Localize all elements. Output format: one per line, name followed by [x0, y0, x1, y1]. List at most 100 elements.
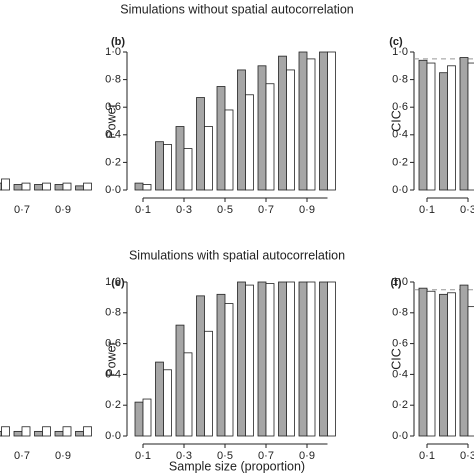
y-tick-label: 1·0: [392, 46, 408, 58]
bar: [21, 182, 31, 191]
x-tick-label: 0·9: [299, 204, 315, 216]
x-tick-label: 0·9: [55, 450, 71, 462]
bar: [134, 401, 144, 437]
bar: [183, 352, 193, 437]
y-tick-label: 0·0: [392, 430, 408, 442]
bar: [83, 182, 92, 191]
bar: [75, 185, 84, 191]
bar: [62, 182, 72, 191]
bar: [155, 361, 164, 437]
bar: [319, 281, 328, 437]
y-tick-label: 0·2: [105, 156, 121, 168]
bar: [224, 303, 234, 437]
bar: [54, 430, 64, 437]
bar: [439, 293, 448, 437]
x-tick-label: 0·1: [419, 204, 435, 216]
bar: [204, 126, 213, 191]
bar: [42, 182, 51, 191]
y-tick-label: 1·0: [105, 276, 121, 288]
bar: [459, 284, 469, 437]
y-tick-label: 0·2: [105, 399, 121, 411]
bar: [83, 426, 92, 437]
bar: [418, 59, 428, 191]
bar: [34, 430, 43, 437]
x-tick-label: 0·7: [258, 204, 274, 216]
x-axis-label: Sample size (proportion): [169, 459, 305, 473]
panel-label: (c): [389, 36, 403, 48]
bar: [134, 182, 144, 191]
y-axis-label: Power: [104, 341, 118, 376]
x-tick-label: 0·7: [14, 450, 30, 462]
bar: [155, 141, 164, 191]
bar: [237, 69, 246, 191]
bar: [265, 83, 275, 191]
x-tick-label: 0·9: [55, 204, 71, 216]
bar: [54, 184, 64, 191]
y-tick-label: 0·6: [392, 101, 408, 113]
bar: [42, 426, 51, 437]
bar: [447, 292, 456, 437]
y-tick-label: 0·2: [392, 399, 408, 411]
bar: [298, 281, 308, 437]
x-tick-label: 0·1: [135, 450, 151, 462]
y-axis-label: CIC: [389, 348, 403, 370]
bar: [142, 184, 152, 191]
bar: [319, 51, 328, 191]
bar: [163, 369, 172, 437]
bar: [447, 65, 456, 191]
panel-label: (f): [391, 277, 402, 289]
bar: [216, 86, 226, 191]
bar: [183, 148, 193, 191]
bar: [245, 284, 254, 437]
y-tick-label: 1·0: [105, 46, 121, 58]
y-tick-label: 0·8: [105, 307, 121, 319]
section-title: Simulations with spatial autocorrelation: [129, 248, 345, 262]
x-tick-label: 0·7: [14, 204, 30, 216]
y-tick-label: 0·6: [105, 101, 121, 113]
y-tick-label: 0·0: [105, 184, 121, 196]
bar: [216, 293, 226, 437]
y-tick-label: 0·4: [392, 129, 408, 141]
bar: [278, 281, 287, 437]
bar: [426, 62, 436, 191]
bar: [13, 430, 23, 437]
y-axis-label: CIC: [389, 110, 403, 132]
bar: [467, 62, 474, 191]
y-axis-label: Power: [104, 103, 118, 138]
y-tick-label: 0·2: [392, 156, 408, 168]
bar: [327, 51, 336, 191]
x-tick-label: 0·3: [176, 204, 192, 216]
x-tick-label: 0·5: [217, 204, 233, 216]
y-tick-label: 0·6: [105, 338, 121, 350]
bar: [75, 430, 84, 437]
bar: [327, 281, 336, 437]
x-tick-label: 0·5: [217, 450, 233, 462]
bar: [298, 51, 308, 191]
panel-label: (b): [111, 36, 125, 48]
bar: [237, 281, 246, 437]
bar: [459, 57, 469, 191]
bar: [163, 144, 172, 191]
x-tick-label: 0·3: [460, 204, 474, 216]
x-tick-label: 0·1: [135, 204, 151, 216]
bar: [175, 126, 185, 191]
bar: [21, 426, 31, 437]
bar: [13, 184, 23, 191]
bar: [1, 178, 10, 191]
y-tick-label: 0·8: [105, 74, 121, 86]
y-tick-label: 0·0: [105, 430, 121, 442]
y-tick-label: 0·4: [392, 368, 408, 380]
bar: [439, 72, 448, 191]
y-tick-label: 0·8: [392, 307, 408, 319]
bar: [62, 426, 72, 437]
bar: [426, 290, 436, 437]
bar: [286, 281, 295, 437]
bar: [245, 94, 254, 191]
bar: [418, 287, 428, 437]
x-tick-label: 0·1: [419, 450, 435, 462]
bar: [306, 281, 316, 437]
panel-label: (e): [111, 277, 125, 289]
bar: [286, 69, 295, 191]
bar: [196, 97, 205, 191]
